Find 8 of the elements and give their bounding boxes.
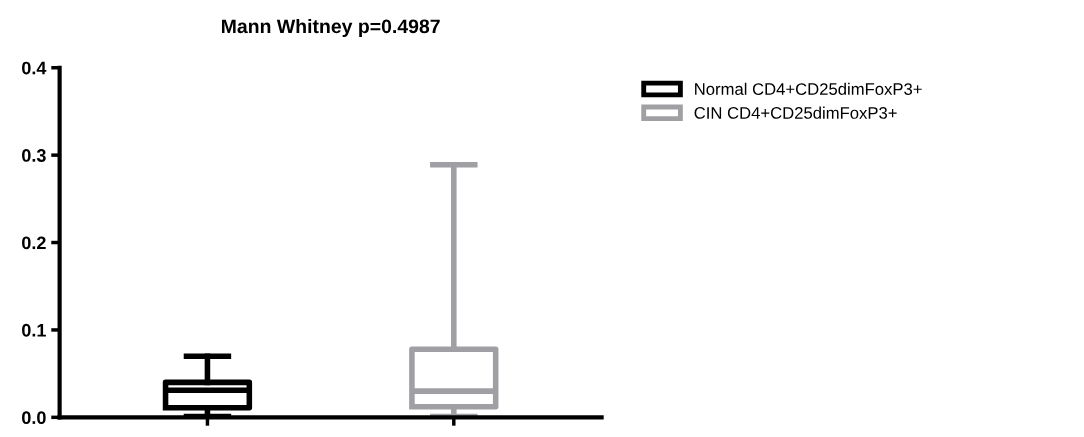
y-tick-label: 0.2 <box>22 236 46 250</box>
y-tick-label: 0.3 <box>22 149 46 162</box>
y-tick-label: 0.4 <box>22 61 47 75</box>
chart-title: Mann Whitney p=0.4987 <box>221 18 440 38</box>
legend-label: CIN CD4+CD25dimFoxP3+ <box>694 106 897 119</box>
legend-label: Normal CD4+CD25dimFoxP3+ <box>695 82 922 95</box>
y-tick-label: 0.1 <box>22 323 46 337</box>
y-tick-label: 0.0 <box>22 411 46 425</box>
